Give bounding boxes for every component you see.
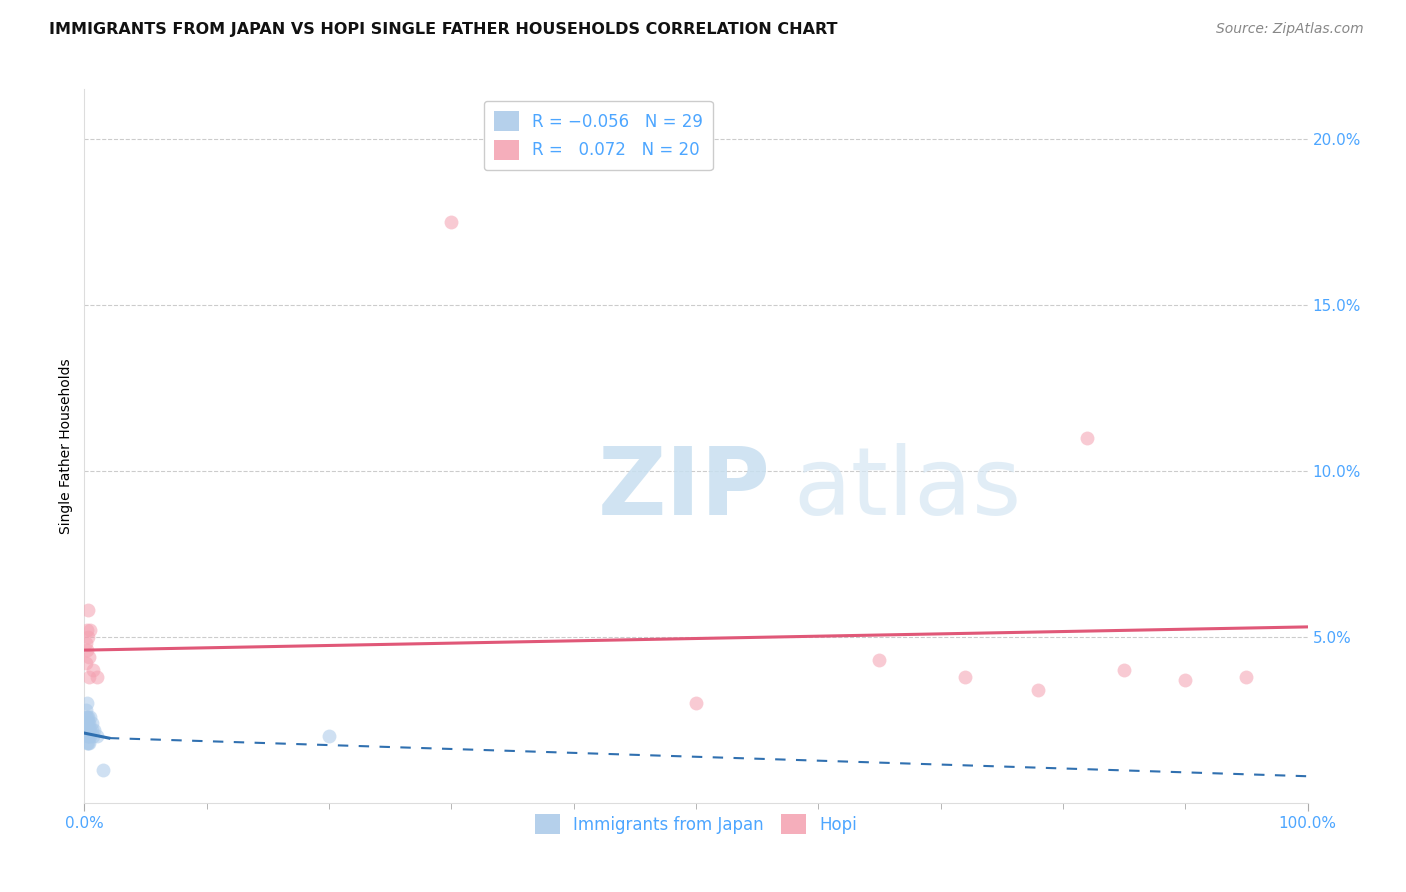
Point <box>440 215 463 229</box>
Point <box>77 736 100 750</box>
Point <box>82 663 104 677</box>
Point <box>77 723 100 737</box>
Y-axis label: Single Father Households: Single Father Households <box>59 359 73 533</box>
Point <box>80 716 103 731</box>
Point <box>75 723 97 737</box>
Point <box>685 696 707 710</box>
Point <box>76 696 98 710</box>
Point <box>75 716 97 731</box>
Point <box>75 709 97 723</box>
Point <box>79 723 101 737</box>
Point <box>77 630 100 644</box>
Point <box>77 670 100 684</box>
Point <box>1028 682 1050 697</box>
Point <box>75 636 97 650</box>
Point <box>77 730 100 744</box>
Point <box>91 763 114 777</box>
Text: ZIP: ZIP <box>598 442 770 535</box>
Point <box>79 730 101 744</box>
Text: IMMIGRANTS FROM JAPAN VS HOPI SINGLE FATHER HOUSEHOLDS CORRELATION CHART: IMMIGRANTS FROM JAPAN VS HOPI SINGLE FAT… <box>49 22 838 37</box>
Point <box>79 624 101 638</box>
Point <box>77 649 100 664</box>
Point <box>1236 670 1258 684</box>
Text: Source: ZipAtlas.com: Source: ZipAtlas.com <box>1216 22 1364 37</box>
Point <box>76 624 98 638</box>
Point <box>76 709 98 723</box>
Point <box>80 723 103 737</box>
Point <box>79 709 101 723</box>
Point <box>86 730 108 744</box>
Point <box>82 730 104 744</box>
Point <box>77 723 100 737</box>
Point <box>77 736 100 750</box>
Point <box>1114 663 1136 677</box>
Point <box>76 716 98 731</box>
Point <box>77 709 100 723</box>
Point <box>76 730 98 744</box>
Point <box>1174 673 1197 687</box>
Point <box>1076 431 1098 445</box>
Point <box>318 730 340 744</box>
Point <box>83 723 105 737</box>
Point <box>869 653 891 667</box>
Legend: Immigrants from Japan, Hopi: Immigrants from Japan, Hopi <box>529 807 863 841</box>
Point <box>953 670 976 684</box>
Point <box>76 643 98 657</box>
Point <box>76 723 98 737</box>
Text: atlas: atlas <box>794 442 1022 535</box>
Point <box>86 670 108 684</box>
Point <box>77 716 100 731</box>
Point <box>75 703 97 717</box>
Point <box>77 730 100 744</box>
Point <box>75 657 97 671</box>
Point <box>77 716 100 731</box>
Point <box>76 736 98 750</box>
Point <box>77 603 100 617</box>
